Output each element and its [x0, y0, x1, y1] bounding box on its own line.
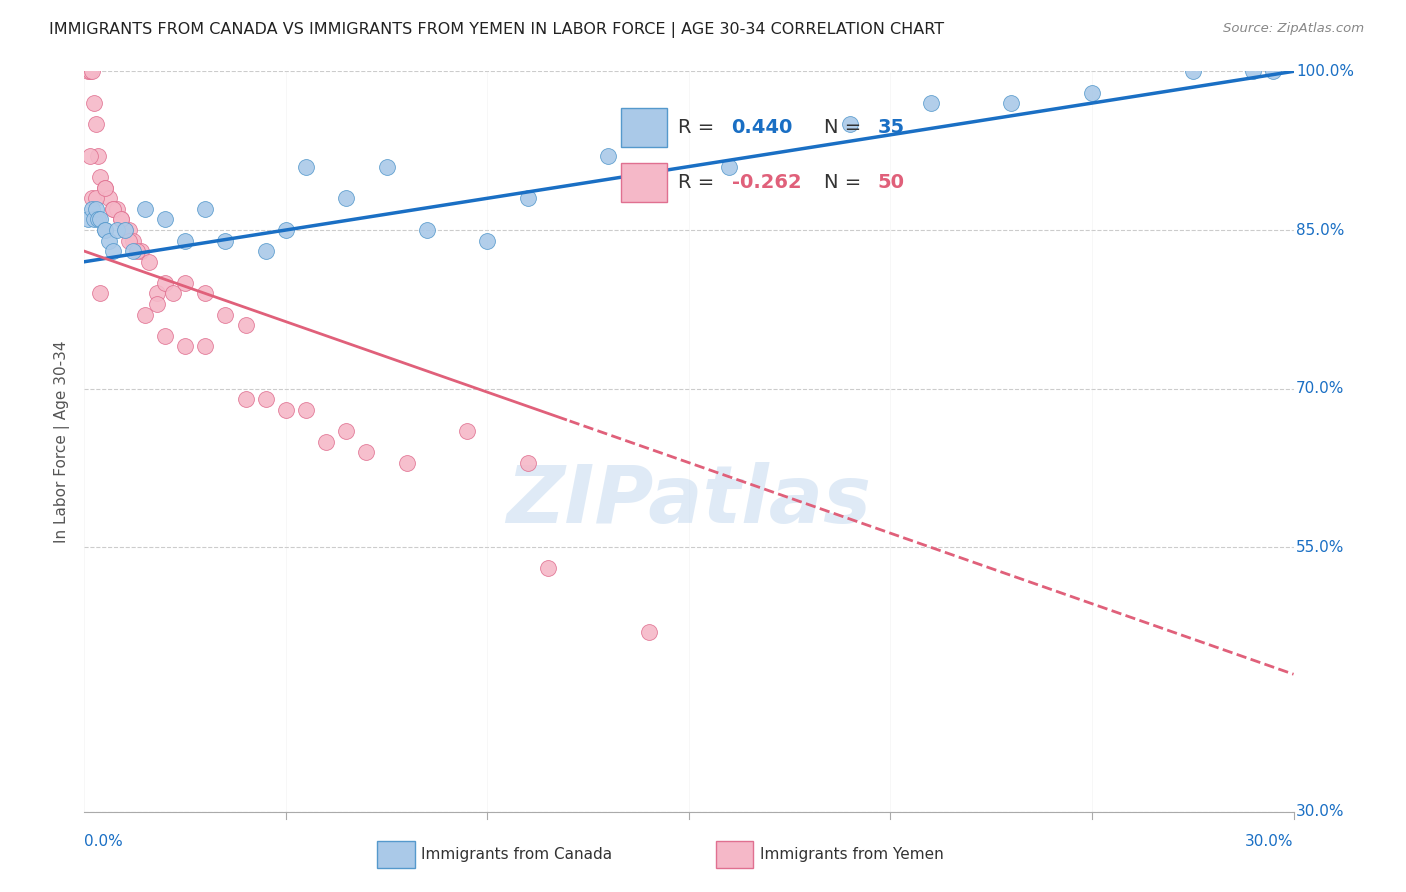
Point	[375, 160, 398, 174]
Point	[83, 96, 105, 111]
Point	[194, 339, 217, 353]
Point	[105, 202, 128, 216]
Point	[920, 96, 942, 111]
Point	[82, 191, 104, 205]
Point	[295, 160, 318, 174]
Point	[274, 223, 297, 237]
Point	[87, 149, 110, 163]
Point	[110, 212, 132, 227]
Point	[134, 202, 156, 216]
Point	[97, 191, 120, 205]
Point	[516, 456, 538, 470]
Point	[118, 234, 141, 248]
Point	[82, 202, 104, 216]
Point	[537, 561, 560, 575]
Point	[83, 212, 105, 227]
Point	[416, 223, 439, 237]
Point	[121, 244, 143, 259]
Point	[477, 234, 499, 248]
Point	[101, 244, 124, 259]
Point	[214, 308, 236, 322]
Text: 70.0%: 70.0%	[1296, 381, 1344, 396]
Point	[93, 180, 115, 194]
Text: ZIPatlas: ZIPatlas	[506, 462, 872, 540]
Point	[87, 212, 110, 227]
Text: 0.0%: 0.0%	[84, 834, 124, 849]
Point	[718, 160, 741, 174]
Point	[82, 64, 104, 78]
Point	[295, 402, 318, 417]
Point	[335, 424, 357, 438]
Point	[274, 402, 297, 417]
Point	[456, 424, 478, 438]
Point	[77, 212, 100, 227]
Point	[125, 244, 148, 259]
Point	[315, 434, 337, 449]
Point	[214, 234, 236, 248]
Point	[93, 223, 115, 237]
Point	[77, 64, 100, 78]
Text: 85.0%: 85.0%	[1296, 222, 1344, 237]
Point	[121, 234, 143, 248]
Text: IMMIGRANTS FROM CANADA VS IMMIGRANTS FROM YEMEN IN LABOR FORCE | AGE 30-34 CORRE: IMMIGRANTS FROM CANADA VS IMMIGRANTS FRO…	[49, 22, 945, 38]
Point	[134, 308, 156, 322]
Point	[146, 286, 169, 301]
Point	[89, 286, 111, 301]
Text: 30.0%: 30.0%	[1246, 834, 1294, 849]
Point	[174, 339, 197, 353]
Point	[356, 445, 378, 459]
Point	[395, 456, 418, 470]
Point	[129, 244, 152, 259]
Point	[174, 276, 197, 290]
Text: Source: ZipAtlas.com: Source: ZipAtlas.com	[1223, 22, 1364, 36]
Point	[1000, 96, 1022, 111]
Point	[1263, 64, 1285, 78]
Point	[93, 180, 115, 194]
Point	[235, 318, 257, 333]
Point	[114, 223, 136, 237]
Point	[194, 202, 217, 216]
Point	[516, 191, 538, 205]
Point	[89, 170, 111, 185]
Point	[598, 149, 620, 163]
Point	[194, 286, 217, 301]
Point	[153, 328, 176, 343]
Point	[86, 202, 108, 216]
Point	[93, 223, 115, 237]
Text: 100.0%: 100.0%	[1296, 64, 1354, 78]
Text: 30.0%: 30.0%	[1296, 805, 1344, 819]
Point	[101, 202, 124, 216]
Point	[235, 392, 257, 407]
Point	[839, 117, 862, 131]
Point	[97, 234, 120, 248]
Point	[79, 64, 101, 78]
Point	[153, 276, 176, 290]
Text: 55.0%: 55.0%	[1296, 540, 1344, 555]
Point	[1181, 64, 1204, 78]
Point	[1241, 64, 1264, 78]
Y-axis label: In Labor Force | Age 30-34: In Labor Force | Age 30-34	[55, 340, 70, 543]
Point	[86, 117, 108, 131]
Point	[162, 286, 184, 301]
Point	[335, 191, 357, 205]
Point	[146, 297, 169, 311]
Point	[138, 254, 160, 268]
Point	[86, 191, 108, 205]
Point	[101, 202, 124, 216]
Point	[105, 223, 128, 237]
Point	[118, 223, 141, 237]
Point	[1081, 86, 1104, 100]
Point	[637, 624, 659, 639]
Point	[254, 392, 277, 407]
Point	[114, 223, 136, 237]
Point	[110, 212, 132, 227]
Point	[254, 244, 277, 259]
Point	[153, 212, 176, 227]
Point	[89, 212, 111, 227]
Point	[174, 234, 197, 248]
Point	[79, 149, 101, 163]
